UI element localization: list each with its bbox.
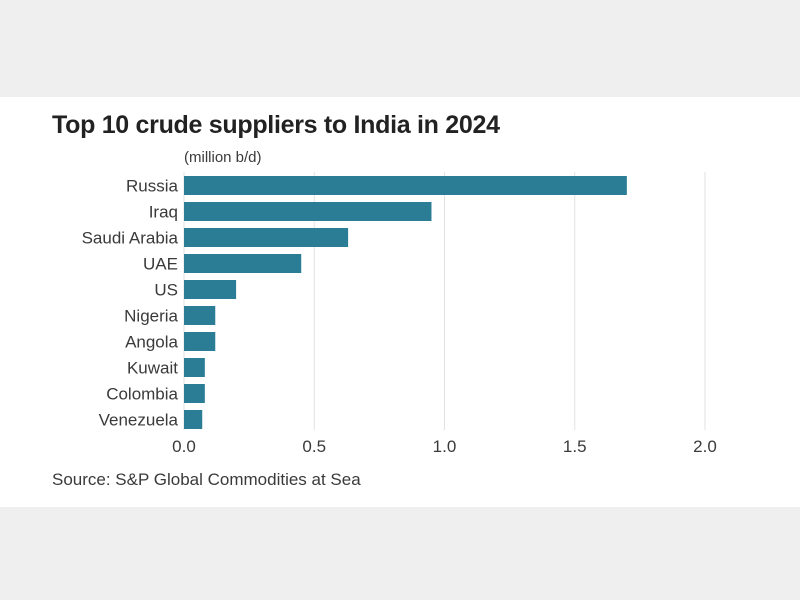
category-label: Saudi Arabia: [82, 229, 179, 248]
bars: [184, 176, 627, 429]
bar-colombia: [184, 384, 205, 403]
category-label: Nigeria: [124, 307, 178, 326]
category-label: Russia: [126, 177, 179, 196]
x-axis-tick-labels: 0.0 0.5 1.0 1.5 2.0: [172, 437, 717, 456]
bar-angola: [184, 332, 216, 351]
x-tick-label: 0.5: [302, 437, 326, 456]
category-label: Kuwait: [127, 359, 178, 378]
category-label: US: [154, 281, 178, 300]
category-label: UAE: [143, 255, 178, 274]
bar-kuwait: [184, 358, 205, 377]
x-tick-label: 2.0: [693, 437, 717, 456]
chart-card: [0, 97, 800, 507]
unit-label: (million b/d): [184, 149, 262, 166]
source-note: Source: S&P Global Commodities at Sea: [52, 470, 361, 489]
bar-uae: [184, 254, 302, 273]
bar-venezuela: [184, 410, 203, 429]
x-tick-label: 1.0: [433, 437, 457, 456]
bar-us: [184, 280, 237, 299]
category-label: Venezuela: [99, 411, 179, 430]
category-labels: Russia Iraq Saudi Arabia UAE US Nigeria Angola…: [82, 177, 179, 430]
bar-russia: [184, 176, 627, 195]
category-label: Iraq: [149, 203, 178, 222]
bar-iraq: [184, 202, 432, 221]
bar-nigeria: [184, 306, 216, 325]
chart-title: Top 10 crude suppliers to India in 2024: [52, 111, 500, 139]
category-label: Colombia: [106, 385, 178, 404]
category-label: Angola: [125, 333, 178, 352]
bar-saudi-arabia: [184, 228, 349, 247]
x-tick-label: 0.0: [172, 437, 196, 456]
x-tick-label: 1.5: [563, 437, 587, 456]
